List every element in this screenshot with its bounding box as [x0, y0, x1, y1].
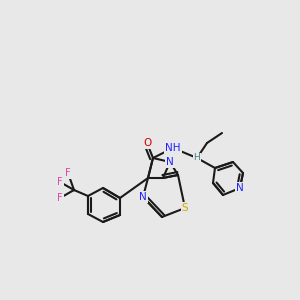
Text: O: O — [143, 138, 151, 148]
Text: N: N — [236, 183, 244, 193]
Text: S: S — [182, 203, 188, 213]
Text: H: H — [194, 154, 200, 163]
Text: F: F — [65, 168, 71, 178]
Text: NH: NH — [165, 143, 181, 153]
Text: N: N — [166, 157, 174, 167]
Text: N: N — [139, 192, 147, 202]
Text: F: F — [57, 177, 63, 187]
Text: F: F — [57, 193, 63, 203]
